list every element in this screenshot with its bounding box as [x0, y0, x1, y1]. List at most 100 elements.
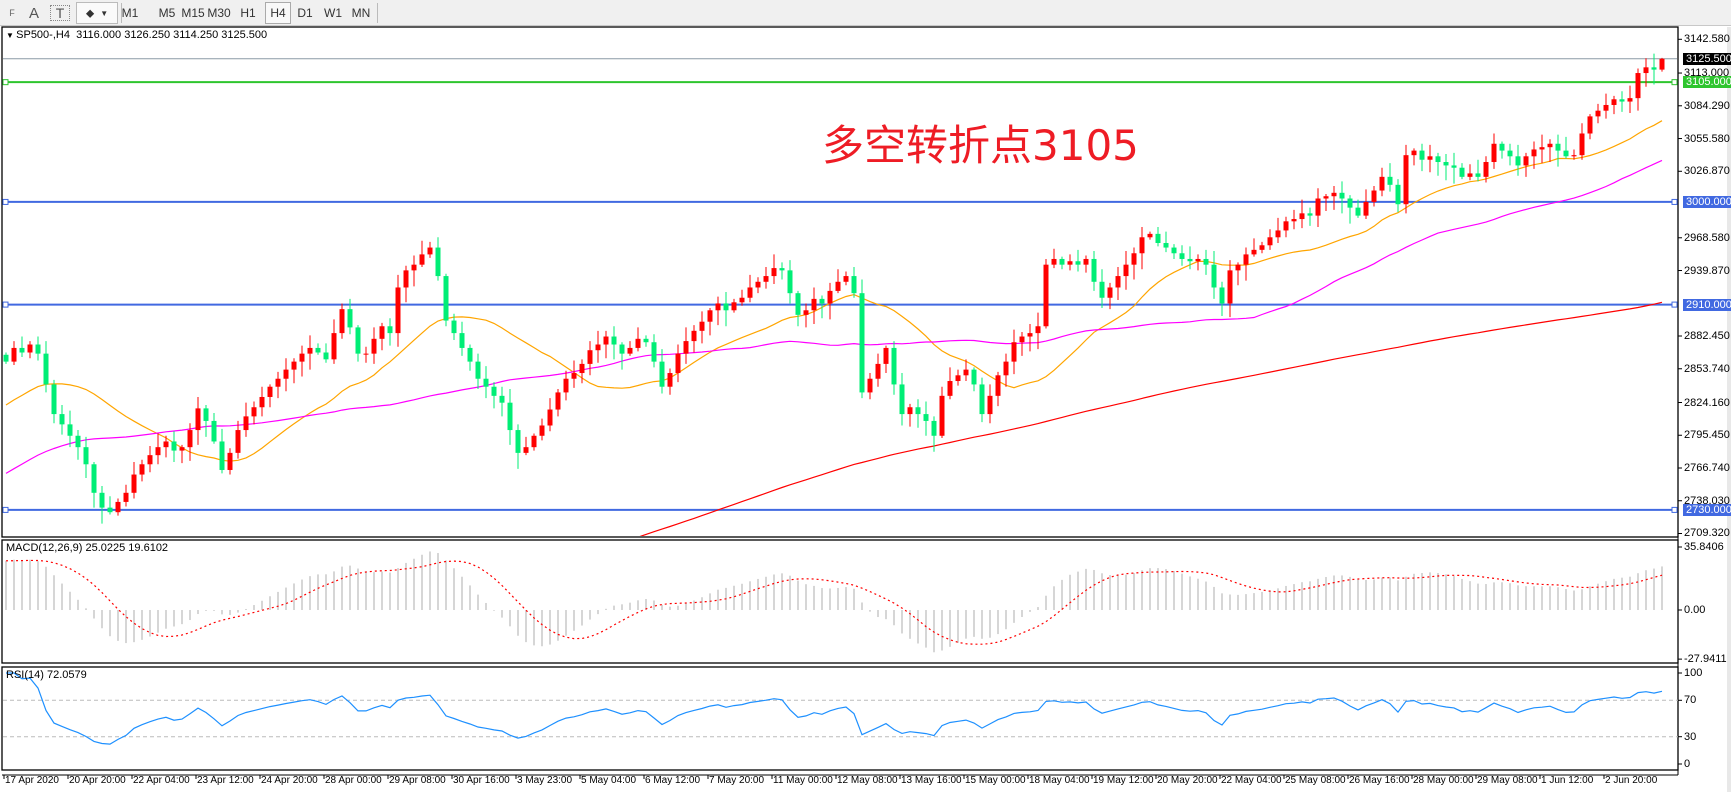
candle-body	[467, 347, 473, 362]
candle-body	[987, 395, 993, 415]
candle-body	[1051, 258, 1057, 265]
candle-body	[995, 375, 1001, 396]
candle	[1395, 179, 1401, 213]
candle	[1635, 68, 1641, 111]
caret-down-icon[interactable]: ▼	[6, 31, 17, 40]
time-axis-label: 20 Apr 20:00	[69, 775, 126, 786]
candle	[235, 420, 241, 459]
candle-body	[1067, 261, 1073, 265]
timeframe-mn[interactable]: MN	[351, 6, 371, 20]
candle	[539, 418, 545, 441]
timeframe-m5[interactable]: M5	[158, 6, 176, 20]
level-handle[interactable]	[1671, 198, 1678, 205]
timeframe-m15[interactable]: M15	[181, 6, 205, 20]
timeframe-m1[interactable]: M1	[121, 6, 139, 20]
candle	[483, 366, 489, 399]
candle	[339, 303, 345, 339]
time-axis-label: 20 May 20:00	[1157, 775, 1218, 786]
candle-body	[1627, 98, 1633, 102]
candle	[507, 388, 513, 445]
scrollbar-edge[interactable]	[1727, 27, 1731, 792]
chevron-down-icon: ▼	[100, 8, 109, 18]
candle-body	[411, 264, 417, 271]
candle-body	[1555, 143, 1561, 151]
candle-body	[715, 303, 721, 311]
text-tool-icon[interactable]: A	[28, 4, 39, 22]
candle-body	[1379, 176, 1385, 191]
candle-body	[699, 321, 705, 331]
candle-body	[1659, 58, 1665, 70]
candle	[1539, 134, 1545, 164]
timeframe-m30[interactable]: M30	[207, 6, 231, 20]
candle	[371, 327, 377, 364]
candle	[787, 260, 793, 304]
arrows-tool-dropdown[interactable]: ⬥ ▼	[76, 2, 118, 24]
time-axis-label: 17 Apr 2020	[5, 775, 59, 786]
candle-body	[355, 327, 361, 354]
candle-body	[707, 310, 713, 322]
candle-body	[99, 492, 105, 508]
price-plot	[3, 53, 1677, 536]
level-handle[interactable]	[1671, 301, 1678, 308]
candle-body	[603, 336, 609, 345]
timeframe-h1[interactable]: H1	[240, 6, 256, 20]
candle-body	[1387, 176, 1393, 185]
level-handle[interactable]	[2, 198, 9, 205]
candle-body	[27, 344, 33, 353]
candle-body	[795, 293, 801, 315]
candle-body	[491, 386, 497, 396]
rsi-axis-label: 0	[1684, 758, 1691, 770]
candle-body	[1595, 110, 1601, 117]
candle	[883, 345, 889, 374]
candle	[259, 386, 265, 417]
level-handle[interactable]	[1671, 506, 1678, 513]
time-axis-label: 24 Apr 20:00	[261, 775, 318, 786]
candle	[1627, 85, 1633, 113]
candle-body	[1147, 233, 1153, 238]
candle-body	[35, 344, 41, 354]
candle-body	[1251, 249, 1257, 255]
level-handle[interactable]	[2, 79, 9, 86]
candle	[1211, 250, 1217, 299]
candle	[1499, 141, 1505, 159]
candle	[1603, 93, 1609, 119]
candle-body	[107, 507, 113, 513]
candle	[195, 396, 201, 445]
candle	[19, 336, 25, 358]
candle-body	[1347, 198, 1353, 208]
rsi-label: RSI(14) 72.0579	[6, 669, 87, 681]
candle-body	[427, 247, 433, 255]
candle-body	[83, 447, 89, 465]
candle	[363, 346, 369, 363]
candle	[1203, 249, 1209, 275]
level-handle[interactable]	[2, 506, 9, 513]
level-handle[interactable]	[1671, 79, 1678, 86]
candle	[683, 327, 689, 364]
price-axis-label: 3084.290	[1684, 99, 1730, 112]
candle-body	[147, 455, 153, 465]
timeframe-h4[interactable]: H4	[265, 2, 291, 24]
candle	[1035, 312, 1041, 350]
candle	[963, 359, 969, 382]
candle	[659, 349, 665, 394]
timeframe-d1[interactable]: D1	[297, 6, 313, 20]
timeframe-w1[interactable]: W1	[324, 6, 342, 20]
fibonacci-tool-icon[interactable]: F	[9, 8, 15, 18]
candle	[1339, 181, 1345, 214]
candle-body	[219, 441, 225, 470]
price-axis-label: 2766.740	[1684, 461, 1730, 474]
candle-body	[1179, 253, 1185, 259]
candle-body	[51, 384, 57, 415]
candle-body	[1083, 258, 1089, 265]
candle-body	[539, 425, 545, 436]
candle-body	[163, 441, 169, 448]
candle	[1459, 163, 1465, 180]
candle-body	[259, 396, 265, 408]
candle-body	[1131, 253, 1137, 265]
level-handle[interactable]	[2, 301, 9, 308]
candle	[1419, 143, 1425, 172]
candle-body	[923, 414, 929, 421]
text-label-tool-icon[interactable]: T	[50, 5, 70, 21]
annotation-text[interactable]: 多空转折点3105	[822, 121, 1139, 170]
